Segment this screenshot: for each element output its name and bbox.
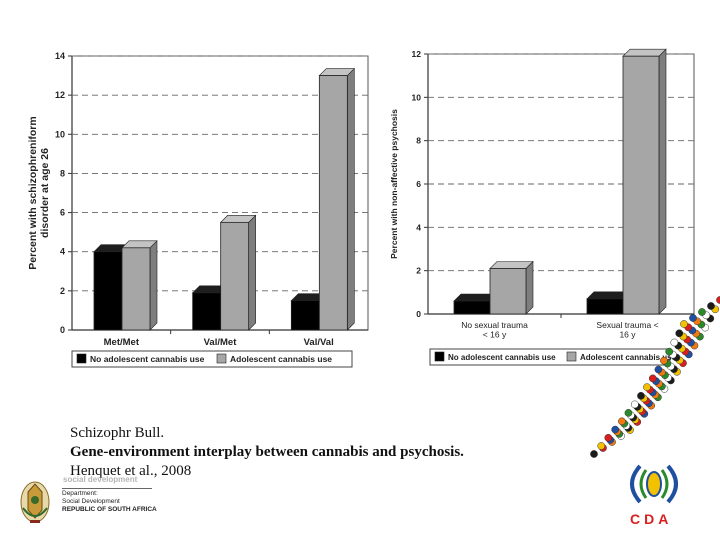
bead <box>611 425 620 434</box>
citation-journal: Schizophr Bull. <box>70 425 165 441</box>
beadwork-decoration <box>590 296 720 458</box>
citation-title: Gene-environment interplay between canna… <box>70 444 464 460</box>
legend-swatch-cannabis <box>216 353 227 364</box>
bar-cannabis <box>220 221 250 331</box>
bead <box>665 347 674 356</box>
bar-cannabis <box>622 55 660 315</box>
bead <box>707 302 715 310</box>
chart-comt-genotype: 0 2 4 6 8 10 12 14 Percent with schizophreniform… <box>22 46 376 372</box>
bead <box>660 356 668 365</box>
dept-divider <box>62 488 152 489</box>
dept-faint-text: social development <box>63 475 138 484</box>
y-tick-label: 2 <box>60 286 65 296</box>
x-tick-label: No sexual trauma < 16 y <box>461 320 528 339</box>
coat-of-arms-logo <box>20 481 50 523</box>
bead <box>689 314 697 322</box>
y-tick-label: 0 <box>60 325 65 335</box>
department-text: Department: Social Development REPUBLIC … <box>62 490 157 514</box>
bead <box>590 450 598 458</box>
bar-cannabis <box>489 268 527 315</box>
bead <box>698 308 706 316</box>
x-tick-label: Val/Met <box>204 337 238 348</box>
legend-label-cannabis: Adolescent cannabis use <box>230 354 332 364</box>
bar-top <box>489 261 534 269</box>
bar-no-cannabis <box>453 300 491 315</box>
y-tick-label: 4 <box>416 222 421 232</box>
y-axis-label: Percent with non-affective psychosis <box>389 109 399 259</box>
legend-swatch-cannabis <box>566 351 577 362</box>
bead <box>624 409 633 417</box>
bar-side <box>149 240 158 331</box>
bar-top <box>622 48 667 57</box>
y-tick-label: 4 <box>60 247 65 257</box>
y-tick-label: 10 <box>412 92 422 102</box>
bead <box>597 442 606 450</box>
bar-no-cannabis <box>192 292 222 331</box>
legend-box <box>71 350 353 368</box>
x-tick-label: Sexual trauma <16 y <box>596 320 658 339</box>
bead <box>643 383 651 392</box>
legend-label-no-cannabis: No adolescent cannabis use <box>448 353 556 362</box>
bar-no-cannabis <box>93 251 123 331</box>
dept-line-3: REPUBLIC OF SOUTH AFRICA <box>62 506 157 513</box>
y-tick-label: 6 <box>416 179 421 189</box>
legend-swatch-no-cannabis <box>76 353 87 364</box>
y-tick-label: 8 <box>416 136 421 146</box>
legend-label-cannabis: Adolescent cannabis use <box>580 353 677 362</box>
chart-sexual-trauma: 0 2 4 6 8 10 12 Percent with non-affective psyc… <box>388 46 700 368</box>
bar-cannabis <box>318 75 348 331</box>
y-tick-label: 6 <box>60 208 65 218</box>
bar-no-cannabis <box>290 300 320 331</box>
citation-caption: Schizophr Bull. Gene-environment interpl… <box>70 424 464 481</box>
bar-side <box>248 214 256 331</box>
y-axis-label-line: disorder at age 26 <box>39 148 51 238</box>
bar-side <box>525 260 534 315</box>
x-tick-label: Met/Met <box>104 337 140 348</box>
bar-side <box>658 48 667 315</box>
legend-label-no-cannabis: No adolescent cannabis use <box>90 354 205 364</box>
y-tick-label: 12 <box>412 49 422 59</box>
x-tick-label: Val/Val <box>304 337 334 348</box>
dept-line-2: Social Development <box>62 498 120 505</box>
bead <box>630 400 639 409</box>
cda-label: CDA <box>630 511 673 527</box>
x-tick-label-line: < 16 y <box>483 329 507 339</box>
x-tick-label-line: No sexual trauma <box>461 320 528 330</box>
bead <box>670 338 679 347</box>
bead <box>618 417 626 426</box>
bar-cannabis <box>121 247 151 331</box>
bar-side <box>347 67 355 331</box>
bead <box>648 374 657 383</box>
chart-comt-svg: 0 2 4 6 8 10 12 14 Percent with schizophreniform… <box>27 51 369 368</box>
y-tick-label: 2 <box>416 266 421 276</box>
bead <box>675 329 684 338</box>
bead <box>604 433 613 442</box>
y-tick-label: 14 <box>55 51 65 61</box>
dept-line-1: Department: <box>62 490 98 497</box>
citation-authors: Henquet et al., 2008 <box>70 463 192 479</box>
chart-trauma-svg: 0 2 4 6 8 10 12 Percent with non-affective psyc… <box>389 48 695 366</box>
bead <box>716 296 720 304</box>
bead <box>637 391 645 400</box>
bead <box>680 320 688 328</box>
y-axis-label-line: Percent with schizophreniform <box>27 116 39 269</box>
x-tick-label-line: 16 y <box>619 329 636 339</box>
y-tick-label: 10 <box>55 129 65 139</box>
cda-logo-icon <box>630 464 678 504</box>
x-tick-label-line: Sexual trauma < <box>596 320 658 330</box>
y-tick-label: 8 <box>60 168 65 178</box>
legend-swatch-no-cannabis <box>434 351 445 362</box>
y-tick-label: 0 <box>416 309 421 319</box>
y-axis-label: Percent with schizophreniformdisorder at… <box>27 116 51 269</box>
y-tick-label: 12 <box>55 90 65 100</box>
bead <box>654 365 663 374</box>
